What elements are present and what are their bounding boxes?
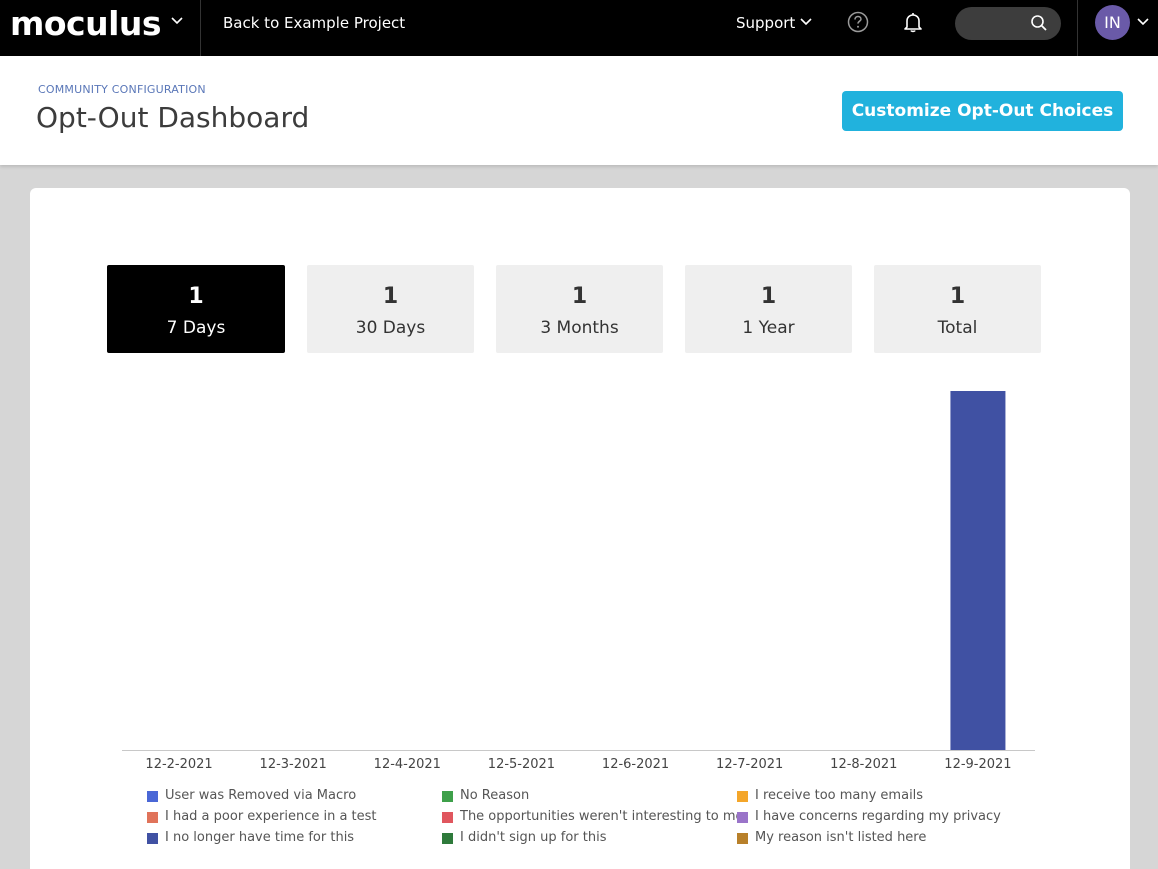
tile-label: Total (937, 318, 978, 338)
page-title: Opt-Out Dashboard (36, 101, 310, 134)
dashboard-card: 1 7 Days 1 30 Days 1 3 Months 1 1 Year 1… (30, 188, 1130, 869)
legend-item[interactable]: User was Removed via Macro (165, 788, 357, 803)
x-tick-label: 12-2-2021 (145, 757, 212, 772)
x-tick-label: 12-4-2021 (374, 757, 441, 772)
chevron-down-icon[interactable] (171, 16, 183, 26)
search-icon[interactable] (1030, 14, 1048, 32)
legend-item[interactable]: I receive too many emails (755, 788, 924, 803)
user-avatar[interactable]: IN (1095, 5, 1130, 40)
legend-swatch (147, 833, 158, 844)
legend-item[interactable]: I no longer have time for this (165, 830, 355, 845)
tile-count: 1 (949, 284, 966, 309)
top-navbar: moculus Back to Example Project Support … (0, 0, 1158, 56)
opt-out-bar-chart: 12-2-2021 12-3-2021 12-4-2021 12-5-2021 12-6… (122, 391, 1035, 772)
tile-count: 1 (188, 284, 204, 309)
customize-opt-out-choices-button[interactable]: Customize Opt-Out Choices (842, 91, 1123, 131)
chart-bar[interactable] (950, 391, 1006, 750)
period-tile-30-days[interactable]: 1 30 Days (307, 265, 474, 353)
nav-divider (1077, 0, 1078, 56)
tile-label: 1 Year (742, 318, 795, 338)
support-menu[interactable]: Support (736, 14, 796, 32)
legend-item[interactable]: No Reason (460, 788, 530, 803)
legend-item[interactable]: I had a poor experience in a test (165, 809, 377, 824)
x-tick-label: 12-6-2021 (602, 757, 669, 772)
legend-swatch (147, 791, 158, 802)
chevron-down-icon[interactable] (1137, 17, 1149, 27)
x-tick-label: 12-5-2021 (488, 757, 555, 772)
x-tick-label: 12-9-2021 (944, 757, 1011, 772)
tile-count: 1 (760, 284, 777, 309)
back-to-project-link[interactable]: Back to Example Project (223, 14, 406, 32)
legend-swatch (442, 833, 453, 844)
legend-item[interactable]: I have concerns regarding my privacy (755, 809, 1001, 824)
period-tile-7-days[interactable]: 1 7 Days (107, 265, 285, 353)
period-tile-total[interactable]: 1 Total (874, 265, 1041, 353)
breadcrumb[interactable]: COMMUNITY CONFIGURATION (38, 83, 206, 96)
tile-count: 1 (382, 284, 399, 309)
period-tile-3-months[interactable]: 1 3 Months (496, 265, 663, 353)
brand-logo[interactable]: moculus (10, 4, 162, 43)
legend-swatch (737, 833, 748, 844)
legend-item[interactable]: I didn't sign up for this (460, 830, 607, 845)
tile-label: 30 Days (355, 318, 426, 338)
tile-label: 7 Days (166, 318, 226, 338)
tile-count: 1 (571, 284, 588, 309)
period-tile-1-year[interactable]: 1 1 Year (685, 265, 852, 353)
notification-bell-icon[interactable] (902, 11, 924, 33)
legend-swatch (442, 791, 453, 802)
x-tick-label: 12-3-2021 (260, 757, 327, 772)
chevron-down-icon[interactable] (800, 17, 812, 27)
legend-item[interactable]: My reason isn't listed here (755, 830, 927, 845)
tile-label: 3 Months (540, 318, 619, 338)
legend-swatch (737, 812, 748, 823)
legend-swatch (147, 812, 158, 823)
page-header: COMMUNITY CONFIGURATION Opt-Out Dashboar… (0, 56, 1158, 165)
x-tick-label: 12-8-2021 (830, 757, 897, 772)
legend-swatch (442, 812, 453, 823)
x-tick-label: 12-7-2021 (716, 757, 783, 772)
legend-item[interactable]: The opportunities weren't interesting to… (460, 809, 744, 824)
legend-swatch (737, 791, 748, 802)
nav-divider (200, 0, 201, 56)
help-icon[interactable] (847, 11, 869, 33)
